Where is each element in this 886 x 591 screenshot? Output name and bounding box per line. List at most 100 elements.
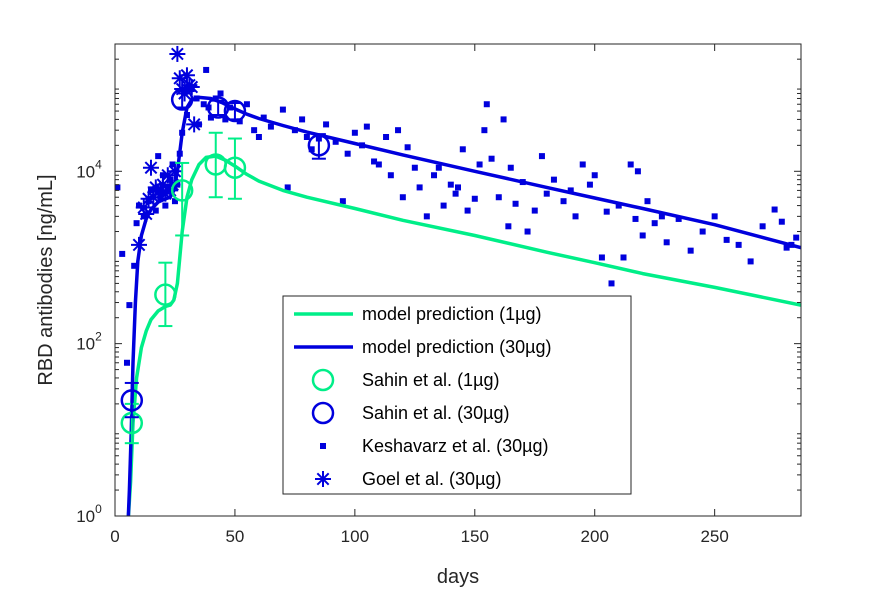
keshavarz-point [778, 218, 785, 225]
keshavarz-point [375, 161, 382, 168]
keshavarz-point [411, 164, 418, 171]
keshavarz-point [447, 181, 454, 188]
asterisk-stroke [180, 68, 194, 82]
keshavarz-point [339, 198, 346, 205]
legend-item-goel: Goel et al. (30µg) [315, 469, 501, 489]
keshavarz-point [550, 176, 557, 183]
keshavarz-point [423, 213, 430, 220]
keshavarz-point [507, 164, 514, 171]
keshavarz-point [344, 150, 351, 157]
keshavarz-point [308, 146, 315, 153]
keshavarz-point [711, 213, 718, 220]
asterisk-stroke [137, 201, 151, 214]
keshavarz-point [747, 258, 754, 265]
keshavarz-point [363, 123, 370, 130]
keshavarz-point [488, 155, 495, 162]
keshavarz-point [207, 114, 214, 121]
keshavarz-point [200, 101, 207, 108]
model-line-1ug [126, 154, 801, 516]
x-tick-label: 250 [700, 527, 728, 546]
keshavarz-point [524, 228, 531, 235]
keshavarz-point [135, 202, 142, 209]
keshavarz-point [395, 127, 402, 134]
keshavarz-point [771, 206, 778, 213]
keshavarz-point [203, 66, 210, 73]
goel-point [178, 67, 195, 84]
keshavarz-point [560, 198, 567, 205]
legend: model prediction (1µg) model prediction (… [282, 295, 632, 495]
keshavarz-point [119, 250, 126, 257]
keshavarz-point [167, 176, 174, 183]
keshavarz-point [371, 158, 378, 165]
x-axis-label: days [437, 566, 479, 588]
keshavarz-point [323, 121, 330, 128]
keshavarz-point [476, 161, 483, 168]
keshavarz-point [663, 239, 670, 246]
keshavarz-point [793, 234, 800, 241]
keshavarz-point [639, 232, 646, 239]
legend-label: Goel et al. (30µg) [362, 469, 501, 489]
keshavarz-point [512, 200, 519, 207]
keshavarz-point [495, 194, 502, 201]
keshavarz-point [675, 215, 682, 222]
keshavarz-point [251, 127, 258, 134]
asterisk-stroke [187, 118, 201, 131]
keshavarz-point [431, 172, 438, 179]
keshavarz-point [471, 195, 478, 202]
keshavarz-point [632, 215, 639, 222]
sahin-30ug-point [120, 389, 144, 412]
x-tick-label: 50 [225, 527, 244, 546]
keshavarz-point [543, 190, 550, 197]
goel-point [183, 79, 200, 96]
keshavarz-point [351, 129, 358, 136]
keshavarz-point [759, 223, 766, 230]
legend-circle-swatch [311, 368, 335, 392]
keshavarz-point [658, 213, 665, 220]
keshavarz-point [615, 202, 622, 209]
x-tick-label: 100 [341, 527, 369, 546]
keshavarz-point [455, 184, 461, 191]
goel-point [142, 159, 159, 176]
keshavarz-point [627, 161, 634, 168]
keshavarz-point [591, 172, 598, 179]
keshavarz-point [687, 247, 694, 254]
keshavarz-point [299, 116, 306, 123]
keshavarz-point [505, 223, 512, 230]
sahin-1ug-error-bar [227, 137, 242, 200]
keshavarz-point [459, 146, 466, 153]
keshavarz-point [169, 161, 176, 168]
keshavarz-point [644, 198, 651, 205]
legend-square-swatch [320, 443, 326, 449]
keshavarz-point [243, 101, 250, 108]
keshavarz-point [133, 220, 140, 227]
sahin-30ug-point [223, 99, 247, 123]
legend-item-keshavarz: Keshavarz et al. (30µg) [320, 436, 548, 456]
asterisk-stroke [144, 161, 158, 175]
keshavarz-point [567, 187, 574, 194]
legend-label: Sahin et al. (1µg) [362, 370, 499, 390]
sahin-30ug-point [307, 134, 331, 157]
goel-point [186, 116, 203, 133]
legend-asterisk-swatch [315, 471, 331, 487]
keshavarz-point [699, 228, 706, 235]
keshavarz-point [500, 116, 507, 123]
keshavarz-point [598, 254, 605, 261]
legend-box [282, 295, 632, 495]
asterisk-stroke [316, 472, 330, 486]
keshavarz-point [162, 202, 169, 209]
legend-item-sahin-1ug: Sahin et al. (1µg) [311, 368, 499, 392]
keshavarz-point [603, 208, 610, 215]
legend-item-sahin-30ug: Sahin et al. (30µg) [311, 401, 509, 425]
sahin-1ug-point [223, 156, 247, 179]
legend-circle-swatch [311, 401, 335, 425]
keshavarz-point [279, 106, 286, 113]
plot-frame [114, 43, 802, 517]
sahin-30ug-point [206, 96, 230, 119]
keshavarz-point [126, 302, 133, 309]
keshavarz-point [464, 207, 471, 214]
asterisk-stroke [170, 47, 184, 61]
keshavarz-point [131, 262, 138, 269]
keshavarz-point [783, 244, 790, 251]
keshavarz-point [483, 101, 490, 108]
keshavarz-point [217, 90, 224, 97]
